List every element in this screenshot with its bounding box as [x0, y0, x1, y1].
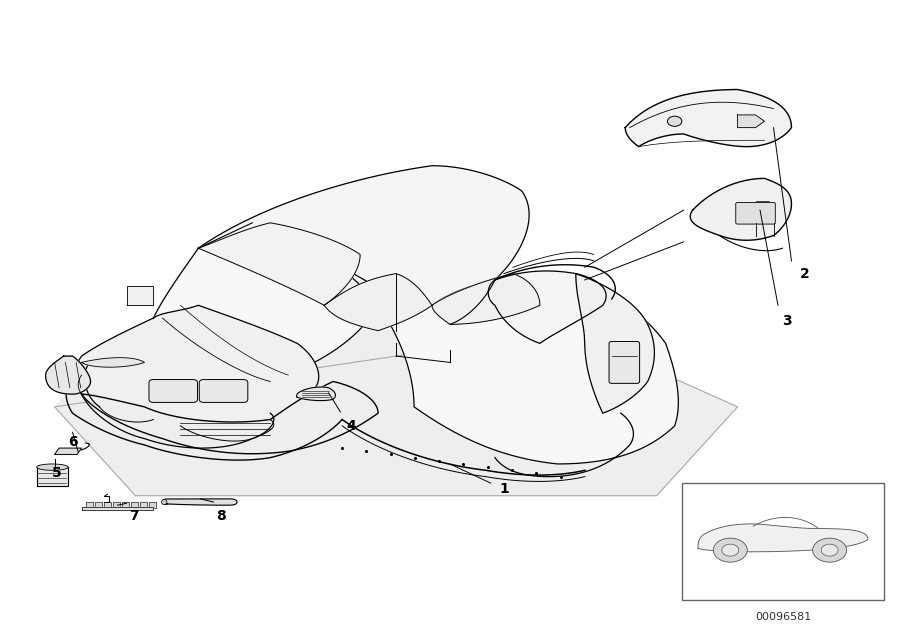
Text: 5: 5: [51, 466, 61, 480]
Circle shape: [668, 116, 682, 127]
Polygon shape: [95, 502, 103, 508]
Polygon shape: [82, 382, 378, 453]
FancyBboxPatch shape: [149, 380, 197, 403]
Polygon shape: [127, 286, 154, 305]
Polygon shape: [432, 273, 540, 324]
Polygon shape: [46, 356, 91, 394]
Polygon shape: [75, 305, 319, 424]
FancyBboxPatch shape: [609, 342, 640, 384]
Bar: [682, 483, 884, 600]
Polygon shape: [297, 387, 336, 401]
Polygon shape: [86, 502, 94, 508]
Polygon shape: [82, 357, 145, 367]
Text: 6: 6: [68, 435, 77, 449]
Polygon shape: [55, 448, 82, 455]
Polygon shape: [324, 273, 432, 331]
Polygon shape: [37, 467, 68, 486]
Polygon shape: [162, 499, 237, 505]
Polygon shape: [131, 502, 139, 508]
Polygon shape: [738, 115, 764, 128]
Circle shape: [813, 538, 847, 562]
FancyBboxPatch shape: [736, 202, 775, 224]
Ellipse shape: [161, 499, 166, 504]
Circle shape: [821, 544, 838, 556]
Polygon shape: [698, 524, 868, 552]
Polygon shape: [378, 276, 679, 464]
Text: 2: 2: [800, 266, 810, 280]
Polygon shape: [690, 178, 791, 240]
Text: 3: 3: [782, 314, 792, 328]
Text: 00096581: 00096581: [755, 612, 811, 622]
Polygon shape: [488, 271, 606, 343]
Text: 7: 7: [129, 509, 139, 523]
Polygon shape: [122, 502, 130, 508]
Polygon shape: [154, 233, 378, 382]
Polygon shape: [576, 273, 654, 413]
Polygon shape: [82, 507, 154, 510]
Polygon shape: [140, 502, 148, 508]
Polygon shape: [198, 223, 360, 305]
Circle shape: [722, 544, 739, 556]
Text: 4: 4: [346, 419, 356, 433]
Polygon shape: [104, 502, 112, 508]
Polygon shape: [198, 166, 529, 305]
Ellipse shape: [37, 464, 68, 470]
Polygon shape: [113, 502, 121, 508]
Polygon shape: [626, 90, 791, 147]
Circle shape: [714, 538, 747, 562]
FancyBboxPatch shape: [199, 380, 248, 403]
Polygon shape: [149, 502, 157, 508]
Polygon shape: [55, 331, 738, 495]
Text: 8: 8: [216, 509, 226, 523]
Text: 1: 1: [499, 482, 508, 496]
